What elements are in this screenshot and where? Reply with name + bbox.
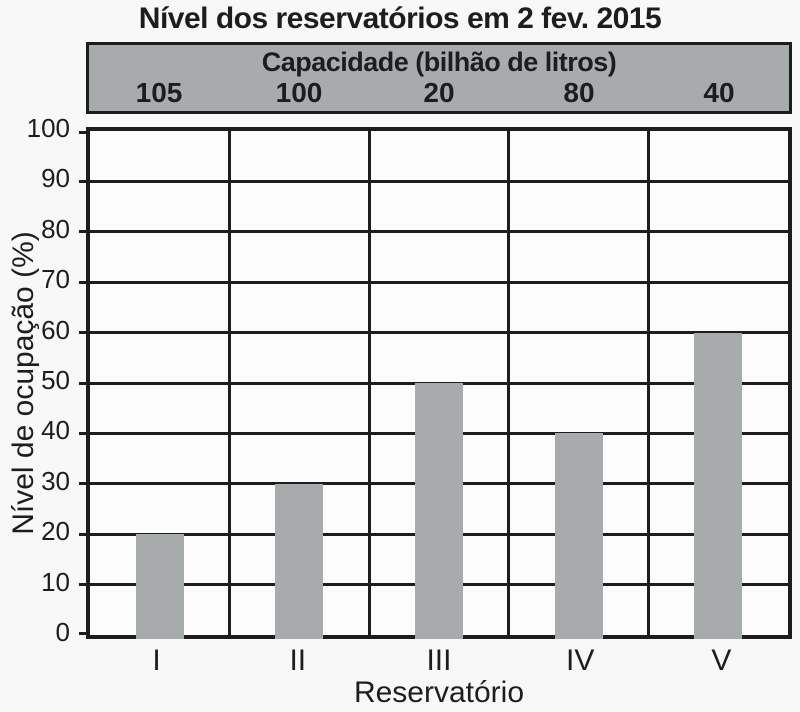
x-category-label-III: III xyxy=(426,644,452,677)
gridline-x-4 xyxy=(646,131,650,635)
y-tick-10 xyxy=(79,583,87,587)
y-tick-20 xyxy=(79,532,87,536)
y-tick-label-50: 50 xyxy=(41,364,70,395)
bar-III xyxy=(415,383,463,639)
gridline-y-80 xyxy=(90,230,788,234)
y-tick-label-40: 40 xyxy=(41,415,70,446)
y-tick-label-10: 10 xyxy=(41,566,70,597)
y-tick-labels: 0 10 20 30 40 50 60 70 80 90 100 xyxy=(0,113,76,647)
x-category-labels: I II III IV V xyxy=(86,644,792,678)
bar-IV xyxy=(554,433,603,639)
y-tick-label-100: 100 xyxy=(26,112,70,143)
y-tick-label-60: 60 xyxy=(41,314,70,345)
gridline-y-90 xyxy=(90,179,788,183)
x-category-label-V: V xyxy=(711,644,732,677)
y-tick-label-20: 20 xyxy=(41,516,70,547)
gridline-y-60 xyxy=(90,331,788,335)
y-tick-label-90: 90 xyxy=(41,163,70,194)
y-tick-80 xyxy=(79,230,87,234)
capacity-value-II: 100 xyxy=(275,77,323,108)
capacity-values-row: 105 100 20 80 40 xyxy=(89,78,789,111)
bar-V xyxy=(694,332,743,639)
y-tick-label-30: 30 xyxy=(41,465,70,496)
y-tick-40 xyxy=(79,431,87,435)
capacity-value-V: 40 xyxy=(703,77,735,108)
y-tick-60 xyxy=(79,331,87,335)
capacity-band-title: Capacidade (bilhão de litros) xyxy=(261,47,617,77)
y-tick-30 xyxy=(79,482,87,486)
x-category-label-I: I xyxy=(152,644,161,677)
y-tick-label-80: 80 xyxy=(41,213,70,244)
x-axis-label: Reservatório xyxy=(353,676,525,709)
y-tick-100 xyxy=(79,131,87,134)
x-category-label-IV: IV xyxy=(566,644,595,677)
capacity-value-IV: 80 xyxy=(563,77,595,108)
bar-II xyxy=(275,483,324,639)
chart-title: Nível dos reservatórios em 2 fev. 2015 xyxy=(138,2,662,35)
capacity-value-III: 20 xyxy=(423,77,455,108)
gridline-x-2 xyxy=(367,131,371,635)
gridline-x-1 xyxy=(228,131,232,635)
y-tick-90 xyxy=(79,179,87,183)
gridline-x-3 xyxy=(507,131,511,635)
y-tick-0 xyxy=(79,632,87,635)
capacity-band: Capacidade (bilhão de litros) 105 100 20 80… xyxy=(86,42,792,114)
gridline-y-70 xyxy=(90,280,788,284)
y-tick-70 xyxy=(79,280,87,284)
y-tick-label-70: 70 xyxy=(41,264,70,295)
capacity-value-I: 105 xyxy=(135,77,183,108)
x-category-label-II: II xyxy=(289,644,307,677)
y-tick-label-0: 0 xyxy=(55,616,70,647)
plot-area xyxy=(79,127,792,639)
bar-I xyxy=(135,534,184,639)
y-tick-50 xyxy=(79,381,87,385)
